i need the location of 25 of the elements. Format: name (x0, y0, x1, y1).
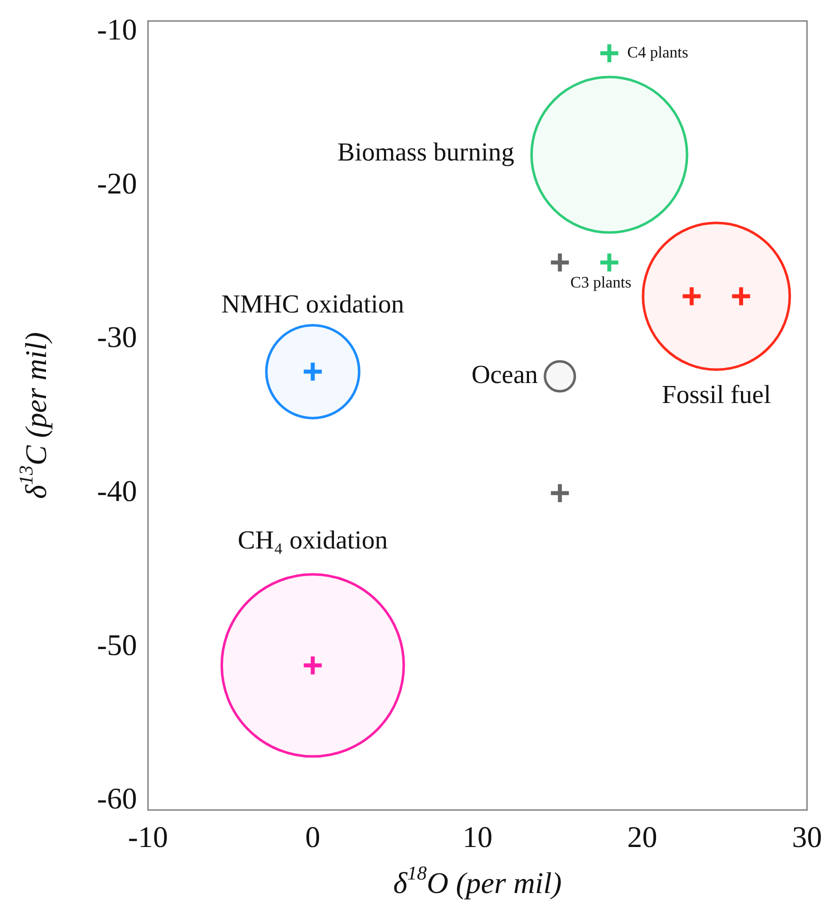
annotation: C4 plants (627, 44, 688, 62)
point (548, 482, 571, 504)
x-tick-label: 30 (792, 820, 822, 854)
y-tick-label: -30 (97, 321, 137, 354)
annotation: C3 plants (570, 274, 632, 292)
point (302, 654, 324, 676)
point (680, 285, 703, 308)
point (598, 42, 620, 64)
series-label: CH₄ oxidation (238, 525, 388, 554)
series-label: Biomass burning (337, 138, 514, 167)
y-tick-label: -40 (97, 475, 137, 508)
x-tick-label: 10 (462, 820, 492, 854)
y-tick-label: -50 (97, 628, 137, 662)
y-tick-label: -20 (97, 167, 137, 200)
x-tick-label: 20 (627, 820, 658, 854)
series-label: NMHC oxidation (221, 289, 404, 318)
y-axis-title: δ13C (per mil) (16, 332, 53, 499)
point (730, 285, 752, 308)
series-label: Fossil fuel (662, 380, 771, 410)
y-tick-label: -10 (97, 14, 137, 47)
x-tick-label: -10 (128, 820, 168, 854)
series-label: Ocean (471, 360, 538, 390)
x-tick-label: 0 (305, 820, 320, 854)
point (302, 360, 324, 383)
y-tick-label: -60 (97, 782, 137, 816)
